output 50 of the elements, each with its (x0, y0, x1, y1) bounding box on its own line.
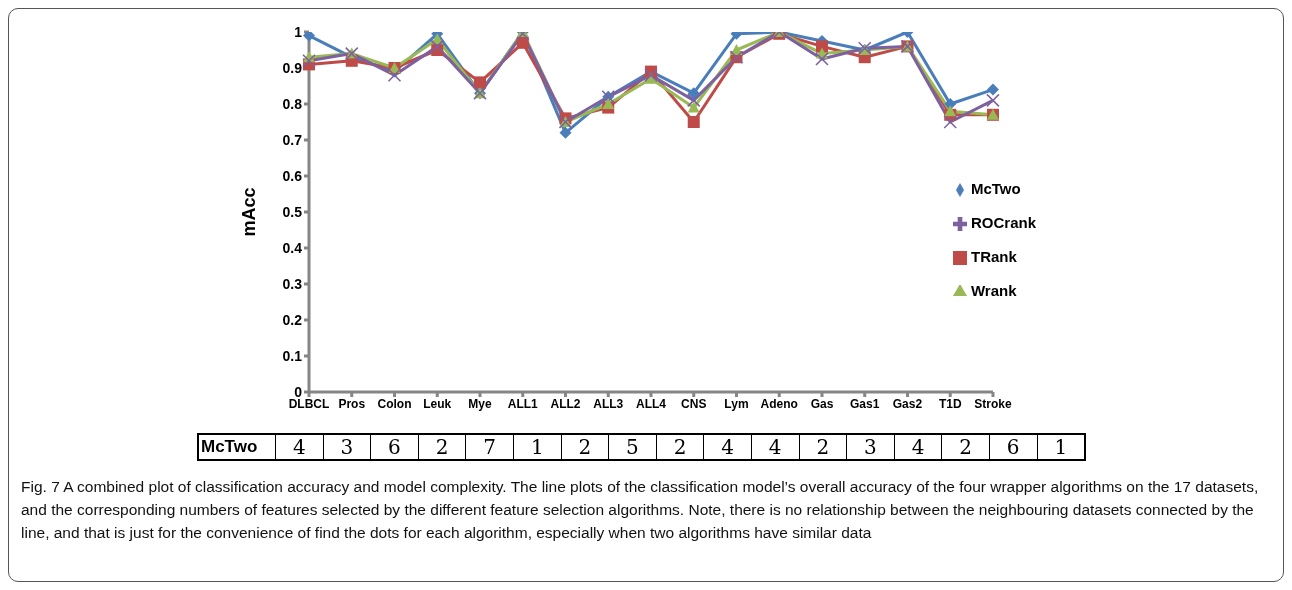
data-label: 6 (370, 434, 419, 460)
data-label: 4 (275, 434, 324, 460)
legend-label: Wrank (970, 282, 1017, 299)
data-label: 3 (323, 434, 371, 460)
data-label: 2 (656, 434, 704, 460)
y-tick-label: 0.7 (282, 131, 303, 148)
y-tick-label: 0.5 (282, 203, 303, 220)
data-label: 1 (1037, 434, 1086, 460)
data-label: 4 (703, 434, 752, 460)
x-tick-label: ALL2 (550, 396, 581, 411)
x-tick-label: T1D (938, 396, 962, 411)
caption: Fig. 7 A combined plot of classification accuracy and model complexity. The line plots of the classification model’s overall accuracy of the four wrapper algorithms on the 17 datasets, and the corresponding numbers of features selected by the different feature selection algorithms. Note, there is no relationship between the neighbouring datasets connected by the line, and that is just for the convenience of find the dots for each algorithm, especially when two algorithms have similar data (21, 477, 1260, 543)
x-tick-label: Stroke (974, 396, 1012, 411)
x-tick-label: ALL4 (635, 396, 667, 411)
data-label: 1 (513, 434, 562, 460)
y-tick-label: 1 (294, 23, 303, 40)
x-tick-label: Pros (338, 396, 366, 411)
data-label: 2 (561, 434, 609, 460)
legend-label: ROCrank (970, 214, 1036, 231)
text: McTwo (198, 434, 276, 460)
x-tick-label: ALL3 (593, 396, 624, 411)
y-axis-title: mAcc (239, 187, 260, 237)
legend-label: McTwo (970, 180, 1021, 197)
x-tick-label: Leuk (423, 396, 452, 411)
y-tick-label: 0.1 (282, 347, 303, 364)
x-tick-label: Lym (724, 396, 749, 411)
y-tick-label: 0.6 (282, 167, 303, 184)
x-tick-label: CNS (681, 396, 707, 411)
x-tick-label: Gas (810, 396, 834, 411)
x-tick-label: Gas1 (850, 396, 880, 411)
data-label: 7 (465, 434, 514, 460)
data-label: 2 (418, 434, 466, 460)
data-label: 3 (846, 434, 895, 460)
y-tick-label: 0.3 (282, 275, 303, 292)
x-tick-label: ALL1 (507, 396, 539, 411)
x-tick-label: Gas2 (892, 396, 923, 411)
data-label: 2 (941, 434, 990, 460)
x-tick-label: Mye (468, 396, 492, 411)
y-tick-label: 0.4 (282, 239, 303, 256)
data-label: 4 (751, 434, 800, 460)
data-label: 2 (799, 434, 847, 460)
y-tick-label: 0.8 (282, 95, 303, 112)
x-tick-label: Colon (377, 396, 412, 411)
legend-label: TRank (970, 248, 1017, 265)
x-tick-label: Adeno (760, 396, 798, 411)
y-tick-label: 0.9 (282, 59, 303, 76)
data-label: 4 (894, 434, 942, 460)
y-tick-label: 0.2 (282, 311, 303, 328)
data-label: 6 (989, 434, 1037, 460)
data-label: 5 (608, 434, 657, 460)
